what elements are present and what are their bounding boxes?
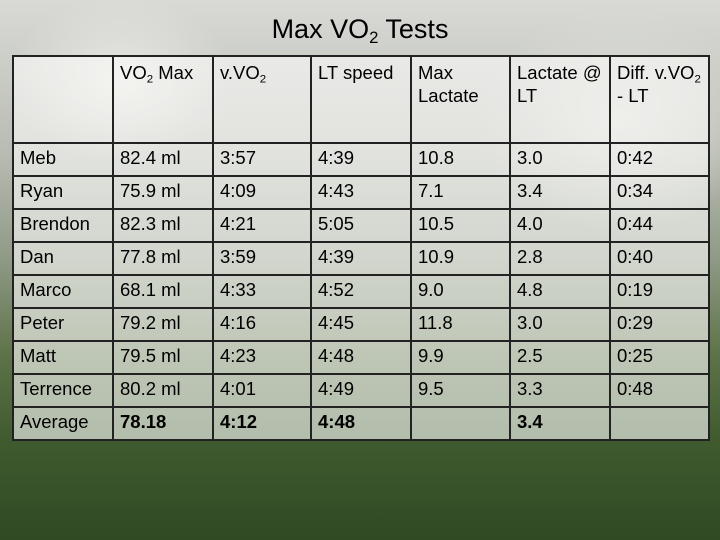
cell: 0:29 [609,307,710,342]
cell: 4:45 [310,307,412,342]
cell: 0:44 [609,208,710,243]
cell: 4:49 [310,373,412,408]
slide-title: Max VO2 Tests [0,14,720,48]
text: LT speed [318,62,394,83]
cell: 2.5 [509,340,611,375]
cell: 9.0 [410,274,511,309]
cell: 82.4 ml [112,142,214,177]
row-label: Average [12,406,114,441]
table-row: Matt 79.5 ml 4:23 4:48 9.9 2.5 0:25 [12,340,710,375]
text: Tests [378,14,449,44]
cell: 10.9 [410,241,511,276]
table-row: Marco 68.1 ml 4:33 4:52 9.0 4.8 0:19 [12,274,710,309]
cell: 3:57 [212,142,312,177]
cell: 4:16 [212,307,312,342]
row-label: Dan [12,241,114,276]
cell: 4:52 [310,274,412,309]
row-label: Terrence [12,373,114,408]
cell: 11.8 [410,307,511,342]
cell: 82.3 ml [112,208,214,243]
text: Diff. v.VO [617,62,695,83]
cell: 4.8 [509,274,611,309]
cell: 4:01 [212,373,312,408]
cell: 4:23 [212,340,312,375]
subscript: 2 [259,73,267,86]
cell [609,406,710,441]
text: Lactate @ LT [517,62,602,106]
cell: 4:43 [310,175,412,210]
cell: 9.9 [410,340,511,375]
cell: 77.8 ml [112,241,214,276]
header-cell: Lactate @ LT [509,55,611,144]
table-row: Brendon 82.3 ml 4:21 5:05 10.5 4.0 0:44 [12,208,710,243]
table-row: Ryan 75.9 ml 4:09 4:43 7.1 3.4 0:34 [12,175,710,210]
row-label: Marco [12,274,114,309]
table-row: Average 78.18 4:12 4:48 3.4 [12,406,710,441]
header-cell: LT speed [310,55,412,144]
cell: 0:19 [609,274,710,309]
table-row: Dan 77.8 ml 3:59 4:39 10.9 2.8 0:40 [12,241,710,276]
cell: 9.5 [410,373,511,408]
row-label: Matt [12,340,114,375]
header-cell: v.VO2 [212,55,312,144]
cell: 68.1 ml [112,274,214,309]
row-label: Meb [12,142,114,177]
corner-cell [12,55,114,144]
table-row: Peter 79.2 ml 4:16 4:45 11.8 3.0 0:29 [12,307,710,342]
cell: 3:59 [212,241,312,276]
table-row: Terrence 80.2 ml 4:01 4:49 9.5 3.3 0:48 [12,373,710,408]
table-row: Meb 82.4 ml 3:57 4:39 10.8 3.0 0:42 [12,142,710,177]
text: v.VO [220,62,260,83]
row-label: Peter [12,307,114,342]
cell: 3.4 [509,175,611,210]
cell: 0:42 [609,142,710,177]
cell: 10.8 [410,142,511,177]
text: Max Lactate [418,62,479,106]
header-cell: VO2 Max [112,55,214,144]
header-row: VO2 Max v.VO2 LT speed Max Lactate Lactate @… [12,55,710,144]
cell: 79.2 ml [112,307,214,342]
cell: 7.1 [410,175,511,210]
subscript: 2 [694,73,701,86]
subscript: 2 [146,73,154,86]
cell: 0:40 [609,241,710,276]
row-label: Ryan [12,175,114,210]
cell: 5:05 [310,208,412,243]
cell: 4.0 [509,208,611,243]
cell: 4:33 [212,274,312,309]
cell: 10.5 [410,208,511,243]
cell: 0:25 [609,340,710,375]
cell: 4:39 [310,241,412,276]
cell: 4:21 [212,208,312,243]
cell: 3.0 [509,142,611,177]
row-label: Brendon [12,208,114,243]
text: - LT [617,85,649,106]
header-cell: Max Lactate [410,55,511,144]
table-body: Meb 82.4 ml 3:57 4:39 10.8 3.0 0:42 Ryan 75.9 ml… [12,142,710,441]
cell: 4:39 [310,142,412,177]
text: Max [153,62,194,83]
cell: 4:12 [212,406,312,441]
cell: 4:48 [310,406,412,441]
header-cell: Diff. v.VO2 - LT [609,55,710,144]
text: Max VO [271,14,370,44]
cell: 0:48 [609,373,710,408]
subscript: 2 [369,28,379,48]
cell: 3.4 [509,406,611,441]
cell: 75.9 ml [112,175,214,210]
cell: 78.18 [112,406,214,441]
cell: 4:48 [310,340,412,375]
results-table: VO2 Max v.VO2 LT speed Max Lactate Lactate @… [12,55,710,441]
cell: 80.2 ml [112,373,214,408]
text: VO [120,62,147,83]
cell: 3.3 [509,373,611,408]
cell: 0:34 [609,175,710,210]
cell [410,406,511,441]
cell: 79.5 ml [112,340,214,375]
cell: 3.0 [509,307,611,342]
cell: 2.8 [509,241,611,276]
cell: 4:09 [212,175,312,210]
